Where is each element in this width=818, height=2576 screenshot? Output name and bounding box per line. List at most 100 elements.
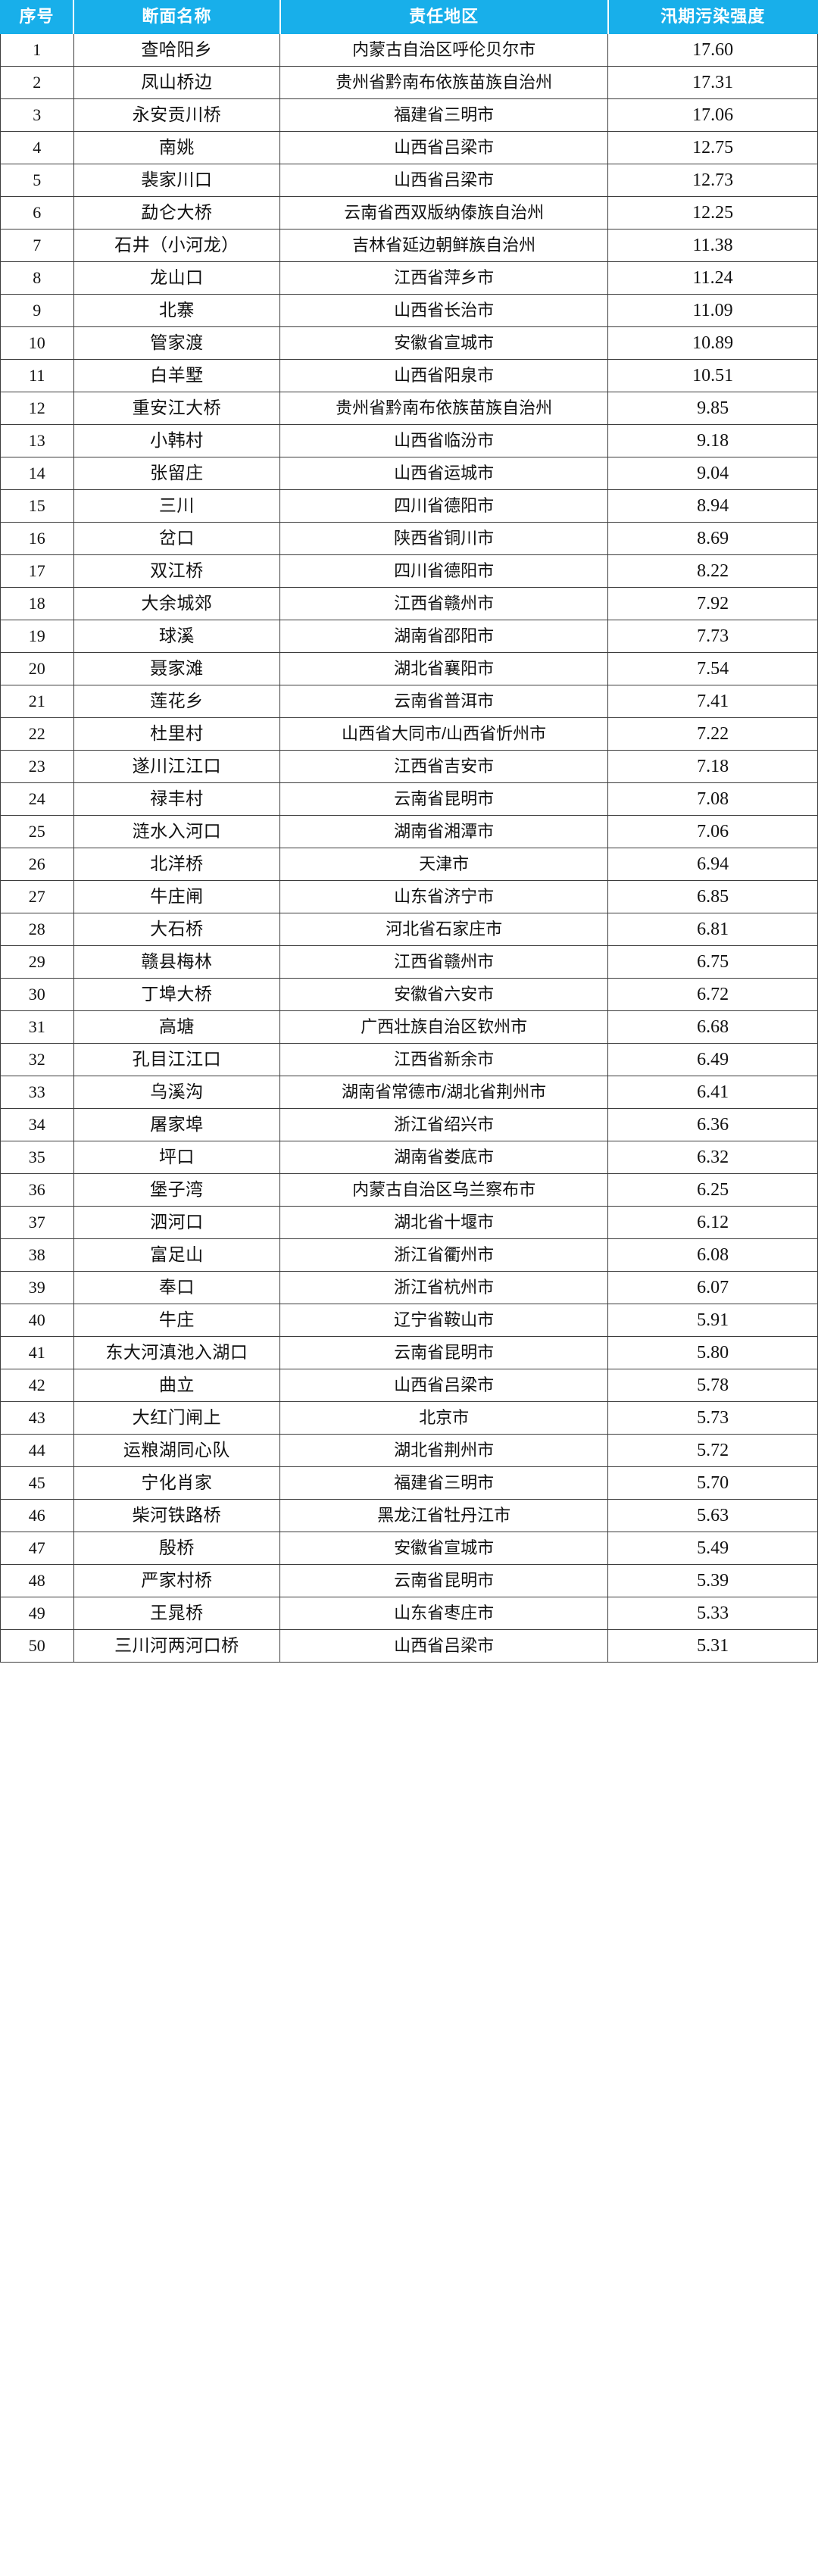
cell-index: 17 bbox=[0, 554, 74, 589]
cell-index: 20 bbox=[0, 652, 74, 686]
table-row: 47 殷桥 安徽省宣城市 5.49 bbox=[0, 1532, 818, 1566]
table-row: 39 奉口 浙江省杭州市 6.07 bbox=[0, 1271, 818, 1305]
cell-region: 山西省吕梁市 bbox=[279, 131, 609, 165]
table-row: 33 乌溪沟 湖南省常德市/湖北省荆州市 6.41 bbox=[0, 1076, 818, 1110]
cell-region: 云南省昆明市 bbox=[279, 1336, 609, 1370]
cell-index: 10 bbox=[0, 326, 74, 361]
cell-index: 41 bbox=[0, 1336, 74, 1370]
cell-index: 32 bbox=[0, 1043, 74, 1077]
cell-pollution-intensity: 5.80 bbox=[607, 1336, 818, 1370]
table-row: 21 莲花乡 云南省普洱市 7.41 bbox=[0, 685, 818, 719]
cell-index: 24 bbox=[0, 782, 74, 817]
cell-pollution-intensity: 6.08 bbox=[607, 1238, 818, 1272]
cell-pollution-intensity: 5.63 bbox=[607, 1499, 818, 1533]
table-row: 5 裴家川口 山西省吕梁市 12.73 bbox=[0, 164, 818, 198]
cell-region: 江西省赣州市 bbox=[279, 945, 609, 979]
cell-pollution-intensity: 7.08 bbox=[607, 782, 818, 817]
cell-section-name: 聂家滩 bbox=[73, 652, 281, 686]
cell-region: 安徽省宣城市 bbox=[279, 1532, 609, 1566]
table-row: 13 小韩村 山西省临汾市 9.18 bbox=[0, 424, 818, 458]
cell-section-name: 球溪 bbox=[73, 620, 281, 654]
cell-section-name: 三川 bbox=[73, 489, 281, 523]
cell-region: 贵州省黔南布依族苗族自治州 bbox=[279, 66, 609, 100]
cell-index: 18 bbox=[0, 587, 74, 621]
cell-index: 13 bbox=[0, 424, 74, 458]
cell-section-name: 富足山 bbox=[73, 1238, 281, 1272]
cell-section-name: 勐仑大桥 bbox=[73, 196, 281, 230]
cell-pollution-intensity: 11.24 bbox=[607, 261, 818, 295]
table-row: 12 重安江大桥 贵州省黔南布依族苗族自治州 9.85 bbox=[0, 392, 818, 426]
cell-pollution-intensity: 5.49 bbox=[607, 1532, 818, 1566]
cell-section-name: 宁化肖家 bbox=[73, 1466, 281, 1500]
cell-index: 50 bbox=[0, 1629, 74, 1663]
table-row: 45 宁化肖家 福建省三明市 5.70 bbox=[0, 1466, 818, 1500]
cell-section-name: 孔目江江口 bbox=[73, 1043, 281, 1077]
cell-region: 吉林省延边朝鲜族自治州 bbox=[279, 229, 609, 263]
cell-index: 21 bbox=[0, 685, 74, 719]
table-row: 49 王晁桥 山东省枣庄市 5.33 bbox=[0, 1597, 818, 1631]
cell-section-name: 重安江大桥 bbox=[73, 392, 281, 426]
cell-pollution-intensity: 7.22 bbox=[607, 717, 818, 751]
table-row: 24 禄丰村 云南省昆明市 7.08 bbox=[0, 782, 818, 817]
cell-pollution-intensity: 5.39 bbox=[607, 1564, 818, 1598]
cell-pollution-intensity: 7.54 bbox=[607, 652, 818, 686]
cell-pollution-intensity: 17.31 bbox=[607, 66, 818, 100]
cell-index: 46 bbox=[0, 1499, 74, 1533]
column-header-value: 汛期污染强度 bbox=[607, 0, 818, 35]
cell-pollution-intensity: 7.18 bbox=[607, 750, 818, 784]
cell-pollution-intensity: 11.38 bbox=[607, 229, 818, 263]
cell-region: 山西省长治市 bbox=[279, 294, 609, 328]
cell-pollution-intensity: 7.73 bbox=[607, 620, 818, 654]
cell-section-name: 小韩村 bbox=[73, 424, 281, 458]
cell-pollution-intensity: 5.31 bbox=[607, 1629, 818, 1663]
cell-region: 云南省昆明市 bbox=[279, 1564, 609, 1598]
cell-index: 2 bbox=[0, 66, 74, 100]
cell-pollution-intensity: 6.94 bbox=[607, 848, 818, 882]
table-row: 30 丁埠大桥 安徽省六安市 6.72 bbox=[0, 978, 818, 1012]
table-row: 50 三川河两河口桥 山西省吕梁市 5.31 bbox=[0, 1629, 818, 1663]
cell-region: 浙江省杭州市 bbox=[279, 1271, 609, 1305]
cell-section-name: 柴河铁路桥 bbox=[73, 1499, 281, 1533]
table-row: 23 遂川江江口 江西省吉安市 7.18 bbox=[0, 750, 818, 784]
cell-pollution-intensity: 7.92 bbox=[607, 587, 818, 621]
column-header-index: 序号 bbox=[0, 0, 75, 35]
cell-pollution-intensity: 17.06 bbox=[607, 98, 818, 133]
table-row: 29 赣县梅林 江西省赣州市 6.75 bbox=[0, 945, 818, 979]
cell-pollution-intensity: 8.22 bbox=[607, 554, 818, 589]
column-header-name: 断面名称 bbox=[73, 0, 281, 35]
table-row: 36 堡子湾 内蒙古自治区乌兰察布市 6.25 bbox=[0, 1173, 818, 1207]
cell-section-name: 北寨 bbox=[73, 294, 281, 328]
cell-region: 山西省临汾市 bbox=[279, 424, 609, 458]
cell-section-name: 禄丰村 bbox=[73, 782, 281, 817]
table-row: 35 坪口 湖南省娄底市 6.32 bbox=[0, 1141, 818, 1175]
cell-region: 湖北省十堰市 bbox=[279, 1206, 609, 1240]
table-row: 16 岔口 陕西省铜川市 8.69 bbox=[0, 522, 818, 556]
cell-index: 15 bbox=[0, 489, 74, 523]
cell-pollution-intensity: 7.06 bbox=[607, 815, 818, 849]
cell-index: 38 bbox=[0, 1238, 74, 1272]
cell-region: 湖南省湘潭市 bbox=[279, 815, 609, 849]
cell-index: 33 bbox=[0, 1076, 74, 1110]
table-row: 4 南姚 山西省吕梁市 12.75 bbox=[0, 131, 818, 165]
cell-region: 四川省德阳市 bbox=[279, 554, 609, 589]
cell-pollution-intensity: 10.89 bbox=[607, 326, 818, 361]
cell-pollution-intensity: 12.25 bbox=[607, 196, 818, 230]
table-row: 6 勐仑大桥 云南省西双版纳傣族自治州 12.25 bbox=[0, 196, 818, 230]
cell-index: 23 bbox=[0, 750, 74, 784]
cell-index: 28 bbox=[0, 913, 74, 947]
cell-index: 12 bbox=[0, 392, 74, 426]
cell-index: 6 bbox=[0, 196, 74, 230]
cell-section-name: 三川河两河口桥 bbox=[73, 1629, 281, 1663]
cell-section-name: 大石桥 bbox=[73, 913, 281, 947]
cell-index: 42 bbox=[0, 1369, 74, 1403]
cell-section-name: 北洋桥 bbox=[73, 848, 281, 882]
table-header: 序号 断面名称 责任地区 汛期污染强度 bbox=[0, 0, 818, 35]
cell-index: 39 bbox=[0, 1271, 74, 1305]
cell-region: 江西省赣州市 bbox=[279, 587, 609, 621]
cell-index: 14 bbox=[0, 457, 74, 491]
cell-section-name: 殷桥 bbox=[73, 1532, 281, 1566]
cell-section-name: 涟水入河口 bbox=[73, 815, 281, 849]
cell-index: 9 bbox=[0, 294, 74, 328]
table-row: 22 杜里村 山西省大同市/山西省忻州市 7.22 bbox=[0, 717, 818, 751]
cell-section-name: 赣县梅林 bbox=[73, 945, 281, 979]
